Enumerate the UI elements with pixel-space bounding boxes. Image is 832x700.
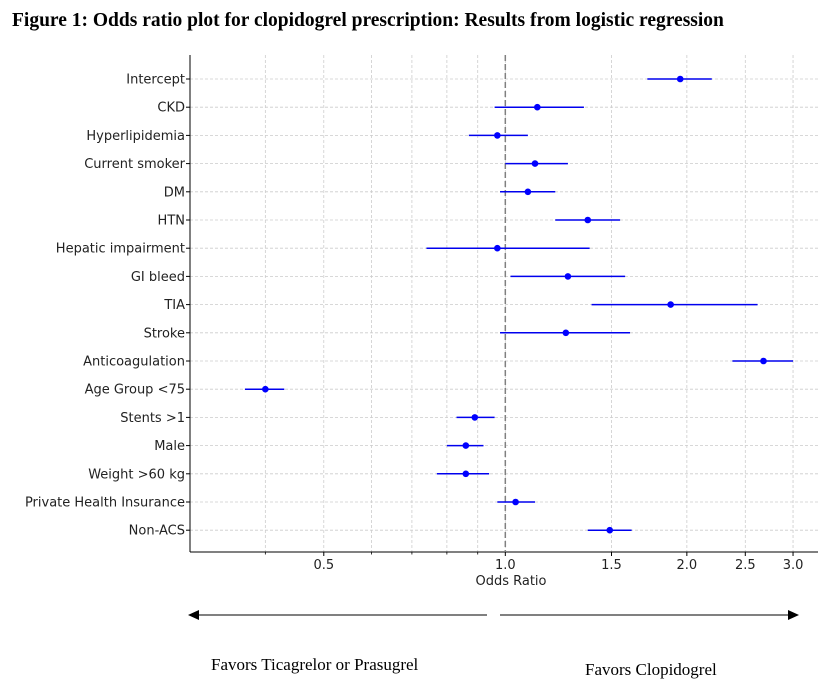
x-tick-label: 2.5: [735, 558, 756, 573]
row-label: Hepatic impairment: [56, 242, 185, 257]
x-tick-label: 1.0: [495, 558, 516, 573]
row-label: Stroke: [144, 326, 185, 341]
row-label: TIA: [163, 298, 185, 313]
x-tick-label: 2.0: [677, 558, 698, 573]
odds-ratio-point: [512, 498, 519, 506]
figure-title: Figure 1: Odds ratio plot for clopidogre…: [12, 10, 724, 31]
odds-ratio-point: [534, 103, 541, 111]
favors-right-label: Favors Clopidogrel: [585, 660, 717, 679]
x-tick-label: 3.0: [783, 558, 804, 573]
row-label: Age Group <75: [85, 383, 185, 398]
row-label: Weight >60 kg: [88, 467, 185, 482]
odds-ratio-point: [494, 244, 501, 252]
row-label: Non-ACS: [129, 524, 185, 539]
odds-ratio-point: [531, 160, 539, 167]
direction-arrows: [188, 610, 799, 620]
odds-ratio-point: [524, 188, 532, 196]
row-label: DM: [164, 185, 185, 200]
row-label: Private Health Insurance: [25, 496, 185, 511]
odds-ratio-point: [667, 301, 674, 308]
row-label: Anticoagulation: [83, 355, 185, 370]
right-arrow-head: [788, 610, 799, 620]
odds-ratio-point: [494, 132, 501, 139]
grid-lines: [190, 55, 818, 552]
favors-left-label: Favors Ticagrelor or Prasugrel: [211, 655, 419, 674]
x-tick-layer: 0.5 1.0 1.5 2.0 2.5 3.0: [264, 552, 804, 573]
x-tick-label: 0.5: [313, 558, 334, 573]
row-label: Male: [154, 439, 185, 454]
row-label: CKD: [157, 101, 185, 116]
odds-ratio-point: [584, 216, 592, 224]
row-label: HTN: [158, 214, 185, 229]
row-label: Hyperlipidemia: [86, 129, 185, 144]
row-label: Stents >1: [120, 411, 185, 426]
data-layer: [244, 75, 794, 534]
odds-ratio-point: [676, 75, 684, 83]
odds-ratio-point: [462, 442, 470, 449]
row-label: GI bleed: [131, 270, 185, 285]
left-arrow-head: [188, 610, 199, 620]
row-label: Intercept: [126, 73, 185, 88]
plot-axes: [186, 55, 818, 553]
x-tick-label: 1.5: [601, 558, 622, 573]
x-axis-label: Odds Ratio: [475, 574, 546, 589]
odds-ratio-point: [760, 357, 767, 365]
odds-ratio-point: [462, 470, 470, 478]
odds-ratio-point: [562, 329, 570, 337]
row-label: Current smoker: [84, 157, 185, 172]
odds-ratio-point: [262, 385, 269, 393]
row-label-layer: Intercept CKD Hyperlipidemia Current smoker…: [25, 73, 186, 539]
odds-ratio-point: [564, 273, 572, 280]
odds-ratio-point: [471, 414, 479, 421]
odds-ratio-point: [606, 526, 614, 534]
